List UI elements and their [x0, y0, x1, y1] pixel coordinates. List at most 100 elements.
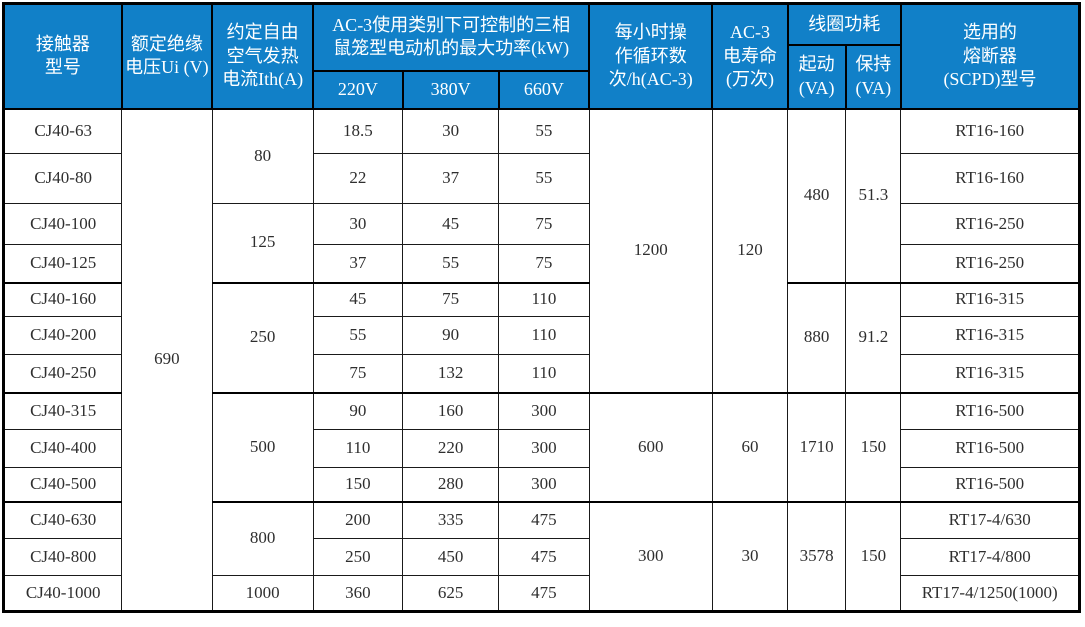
fuse-cell: RT16-160 — [900, 153, 1080, 204]
fuse-cell: RT17-4/1250(1000) — [900, 575, 1080, 612]
header-coil-hold: 保持 (VA) — [844, 43, 902, 110]
power-660-cell: 300 — [498, 391, 590, 430]
model-cell: CJ40-250 — [2, 354, 123, 393]
coil-hold-group-cell: 91.2 — [845, 281, 902, 393]
ith-group-cell: 1000 — [211, 575, 314, 612]
power-220-cell: 90 — [312, 391, 404, 430]
power-220-cell: 30 — [312, 203, 404, 245]
header-electrical-life: AC-3 电寿命 (万次) — [711, 2, 789, 110]
table-row: CJ40-800 250 450 475 RT17-4/800 — [2, 538, 1080, 576]
header-max-power-group: AC-3使用类别下可控制的三相 鼠笼型电动机的最大功率(kW) — [312, 2, 591, 72]
power-660-cell: 75 — [498, 244, 590, 283]
header-insulation-voltage: 额定绝缘 电压Ui (V) — [120, 2, 214, 110]
table-row: CJ40-100 125 30 45 75 RT16-250 — [2, 203, 1080, 283]
power-220-cell: 75 — [312, 354, 404, 393]
power-380-cell: 160 — [402, 391, 500, 430]
table-row: CJ40-63 690 80 18.5 30 55 1200 120 480 5… — [2, 108, 1080, 612]
model-cell: CJ40-63 — [2, 108, 123, 154]
coil-hold-group-cell: 150 — [845, 391, 902, 502]
fuse-cell: RT16-500 — [900, 467, 1080, 502]
power-660-cell: 300 — [498, 429, 590, 468]
table-row: CJ40-80 22 37 55 RT16-160 — [2, 153, 1080, 204]
coil-start-group-cell: 880 — [787, 281, 847, 393]
coil-hold-group-cell: 150 — [845, 500, 902, 612]
power-380-cell: 132 — [402, 354, 500, 393]
power-380-cell: 37 — [402, 153, 500, 204]
fuse-cell: RT16-315 — [900, 316, 1080, 355]
power-380-cell: 625 — [402, 575, 500, 612]
header-voltage-380: 380V — [401, 69, 500, 110]
header-voltage-660: 660V — [497, 69, 591, 110]
power-220-cell: 37 — [312, 244, 404, 283]
model-cell: CJ40-630 — [2, 500, 123, 539]
ith-group-cell: 500 — [211, 391, 314, 502]
power-660-cell: 300 — [498, 467, 590, 502]
fuse-cell: RT16-160 — [900, 108, 1080, 154]
fuse-cell: RT17-4/800 — [900, 538, 1080, 576]
insulation-voltage-cell: 690 — [121, 108, 213, 612]
coil-hold-group-cell: 51.3 — [845, 108, 902, 283]
fuse-cell: RT16-250 — [900, 203, 1080, 245]
power-380-cell: 450 — [402, 538, 500, 576]
power-220-cell: 200 — [312, 500, 404, 539]
table-row: CJ40-160 250 45 75 110 880 91.2 RT16-315 — [2, 281, 1080, 393]
cycles-group-cell: 1200 — [588, 108, 713, 393]
coil-start-group-cell: 480 — [787, 108, 847, 283]
header-coil-start: 起动 (VA) — [786, 43, 847, 110]
header-operating-cycles: 每小时操 作循环数 次/h(AC-3) — [588, 2, 714, 110]
power-380-cell: 75 — [402, 281, 500, 317]
header-fuse-type: 选用的 熔断器 (SCPD)型号 — [899, 2, 1081, 110]
table-row: CJ40-1000 1000 360 625 475 RT17-4/1250(1… — [2, 575, 1080, 612]
power-220-cell: 22 — [312, 153, 404, 204]
table-row: CJ40-500 150 280 300 RT16-500 — [2, 467, 1080, 502]
power-220-cell: 18.5 — [312, 108, 404, 154]
power-660-cell: 55 — [498, 108, 590, 154]
ith-group-cell: 125 — [211, 203, 314, 283]
power-380-cell: 335 — [402, 500, 500, 539]
table-body: CJ40-63 690 80 18.5 30 55 1200 120 480 5… — [2, 108, 1080, 612]
power-660-cell: 75 — [498, 203, 590, 245]
fuse-cell: RT16-250 — [900, 244, 1080, 283]
fuse-cell: RT16-315 — [900, 281, 1080, 317]
table-row: CJ40-200 55 90 110 RT16-315 — [2, 316, 1080, 355]
power-220-cell: 150 — [312, 467, 404, 502]
header-voltage-220: 220V — [312, 69, 404, 110]
power-660-cell: 110 — [498, 354, 590, 393]
ith-group-cell: 800 — [211, 500, 314, 576]
model-cell: CJ40-400 — [2, 429, 123, 468]
power-660-cell: 110 — [498, 281, 590, 317]
fuse-cell: RT16-500 — [900, 429, 1080, 468]
table-row: CJ40-400 110 220 300 RT16-500 — [2, 429, 1080, 468]
cycles-group-cell: 600 — [588, 391, 713, 502]
table-header: 接触器 型号 额定绝缘 电压Ui (V) 约定自由 空气发热 电流Ith(A) … — [2, 2, 1081, 110]
model-cell: CJ40-125 — [2, 244, 123, 283]
power-380-cell: 45 — [402, 203, 500, 245]
power-380-cell: 90 — [402, 316, 500, 355]
model-cell: CJ40-500 — [2, 467, 123, 502]
power-660-cell: 55 — [498, 153, 590, 204]
power-660-cell: 475 — [498, 575, 590, 612]
power-220-cell: 110 — [312, 429, 404, 468]
model-cell: CJ40-1000 — [2, 575, 123, 612]
power-660-cell: 110 — [498, 316, 590, 355]
header-thermal-current: 约定自由 空气发热 电流Ith(A) — [211, 2, 315, 110]
power-220-cell: 360 — [312, 575, 404, 612]
table-row: CJ40-125 37 55 75 RT16-250 — [2, 244, 1080, 283]
coil-start-group-cell: 1710 — [787, 391, 847, 502]
life-group-cell: 30 — [711, 500, 789, 612]
power-660-cell: 475 — [498, 500, 590, 539]
coil-start-group-cell: 3578 — [787, 500, 847, 612]
table-row: CJ40-630 800 200 335 475 300 30 3578 150… — [2, 500, 1080, 612]
header-contactor-model: 接触器 型号 — [2, 2, 123, 110]
fuse-cell: RT16-315 — [900, 354, 1080, 393]
model-cell: CJ40-80 — [2, 153, 123, 204]
ith-group-cell: 250 — [211, 281, 314, 393]
power-380-cell: 30 — [402, 108, 500, 154]
model-cell: CJ40-160 — [2, 281, 123, 317]
cycles-group-cell: 300 — [588, 500, 713, 612]
model-cell: CJ40-800 — [2, 538, 123, 576]
ith-group-cell: 80 — [211, 108, 314, 204]
power-220-cell: 55 — [312, 316, 404, 355]
model-cell: CJ40-315 — [2, 391, 123, 430]
